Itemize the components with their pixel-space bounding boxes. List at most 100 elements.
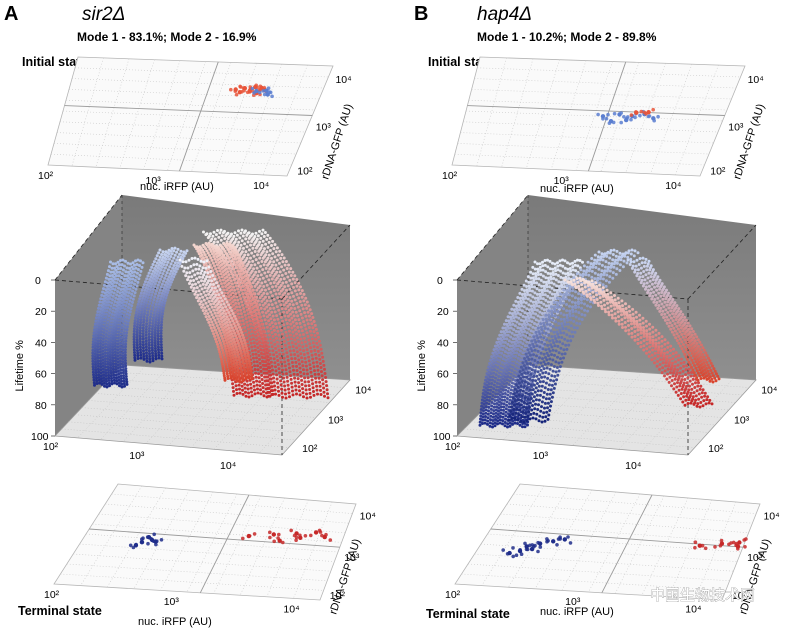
- trajectory-point: [285, 375, 289, 379]
- trajectory-point: [99, 374, 103, 378]
- trajectory-point: [103, 283, 106, 287]
- trajectory-point: [521, 351, 525, 355]
- trajectory-point: [513, 399, 517, 403]
- trajectory-point: [248, 362, 252, 366]
- trajectory-point: [499, 375, 503, 379]
- trajectory-point: [132, 337, 136, 341]
- trajectory-point: [556, 332, 560, 336]
- trajectory-point: [551, 267, 555, 271]
- trajectory-point: [107, 291, 111, 295]
- trajectory-point: [313, 372, 317, 376]
- trajectory-point: [300, 329, 304, 333]
- trajectory-point: [263, 301, 267, 305]
- y-axis-label: rDNA-GFP (AU): [731, 102, 767, 180]
- trajectory-point: [233, 340, 236, 344]
- trajectory-point: [522, 283, 526, 287]
- trajectory-point: [259, 273, 263, 277]
- trajectory-point: [103, 357, 107, 361]
- trajectory-point: [163, 301, 166, 305]
- trajectory-point: [617, 322, 621, 326]
- trajectory-point: [519, 334, 523, 337]
- trajectory-point: [601, 283, 605, 287]
- trajectory-point: [107, 379, 111, 382]
- trajectory-point: [223, 256, 226, 259]
- trajectory-point: [231, 264, 234, 268]
- trajectory-point: [124, 345, 127, 349]
- trajectory-point: [214, 233, 218, 237]
- trajectory-point: [516, 300, 520, 304]
- trajectory-point: [685, 384, 688, 388]
- trajectory-point: [520, 380, 524, 383]
- trajectory-point: [123, 274, 127, 278]
- trajectory-point: [227, 349, 231, 353]
- trajectory-point: [203, 270, 207, 274]
- trajectory-point: [163, 299, 167, 303]
- trajectory-point: [548, 339, 552, 343]
- trajectory-point: [237, 358, 241, 362]
- trajectory-point: [106, 317, 110, 321]
- trajectory-point: [213, 334, 217, 338]
- trajectory-point: [578, 322, 582, 326]
- trajectory-point: [116, 348, 120, 352]
- grid-line: [71, 57, 104, 167]
- trajectory-point: [529, 412, 533, 416]
- trajectory-point: [255, 315, 259, 319]
- trajectory-point: [556, 344, 560, 348]
- trajectory-point: [226, 374, 230, 378]
- trajectory-point: [239, 328, 243, 332]
- trajectory-point: [132, 286, 135, 289]
- trajectory-point: [484, 411, 488, 415]
- trajectory-point: [300, 360, 304, 364]
- trajectory-point: [539, 315, 543, 319]
- trajectory-point: [231, 291, 235, 295]
- trajectory-point: [604, 279, 608, 283]
- trajectory-point: [558, 365, 562, 369]
- trajectory-point: [245, 294, 249, 298]
- trajectory-point: [236, 279, 240, 283]
- trajectory-point: [286, 314, 290, 318]
- trajectory-point: [280, 364, 284, 368]
- trajectory-point: [495, 405, 499, 409]
- trajectory-point: [119, 344, 122, 348]
- trajectory-point: [218, 253, 222, 257]
- trajectory-point: [261, 228, 265, 232]
- trajectory-point: [550, 292, 554, 296]
- trajectory-point: [523, 371, 527, 375]
- trajectory-point: [256, 280, 260, 284]
- trajectory-point: [544, 317, 548, 321]
- trajectory-point: [498, 400, 501, 404]
- trajectory-point: [273, 267, 277, 271]
- trajectory-point: [534, 274, 538, 278]
- trajectory-point: [489, 388, 493, 392]
- trajectory-point: [169, 280, 173, 284]
- trajectory-point: [247, 273, 251, 277]
- trajectory-point: [283, 291, 287, 295]
- trajectory-point: [124, 342, 128, 346]
- trajectory-point: [678, 384, 682, 388]
- trajectory-point: [166, 260, 170, 264]
- trajectory-point: [94, 338, 98, 342]
- trajectory-point: [574, 290, 578, 294]
- trajectory-point: [213, 274, 217, 278]
- trajectory-point: [551, 338, 555, 342]
- trajectory-point: [515, 344, 519, 348]
- trajectory-point: [528, 323, 532, 327]
- trajectory-point: [227, 311, 231, 314]
- trajectory-point: [639, 331, 643, 335]
- data-point: [152, 539, 156, 543]
- trajectory-point: [232, 393, 236, 397]
- trajectory-point: [266, 375, 270, 379]
- trajectory-point: [663, 351, 666, 355]
- trajectory-point: [504, 388, 508, 392]
- trajectory-point: [225, 275, 229, 279]
- trajectory-point: [297, 381, 301, 385]
- panel-letter-b: B: [414, 3, 428, 25]
- trajectory-point: [255, 360, 259, 364]
- trajectory-point: [531, 311, 535, 315]
- trajectory-point: [239, 323, 243, 327]
- trajectory-point: [136, 354, 140, 358]
- trajectory-point: [517, 316, 521, 320]
- trajectory-point: [273, 310, 277, 314]
- trajectory-point: [648, 350, 651, 354]
- trajectory-point: [138, 337, 142, 341]
